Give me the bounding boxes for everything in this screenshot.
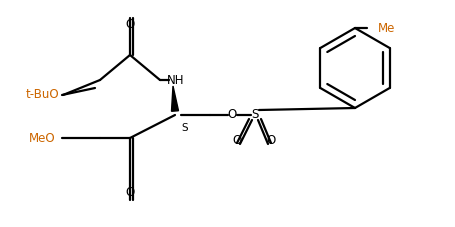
Text: NH: NH bbox=[167, 74, 185, 86]
Text: O: O bbox=[126, 187, 135, 200]
Text: O: O bbox=[228, 109, 237, 121]
Text: O: O bbox=[266, 133, 276, 146]
Text: t-BuO: t-BuO bbox=[25, 89, 59, 101]
Text: MeO: MeO bbox=[29, 131, 56, 145]
Text: Me: Me bbox=[378, 22, 395, 35]
Text: O: O bbox=[233, 133, 242, 146]
Polygon shape bbox=[172, 86, 178, 111]
Text: S: S bbox=[251, 109, 259, 121]
Text: O: O bbox=[126, 17, 135, 30]
Text: S: S bbox=[182, 123, 188, 133]
